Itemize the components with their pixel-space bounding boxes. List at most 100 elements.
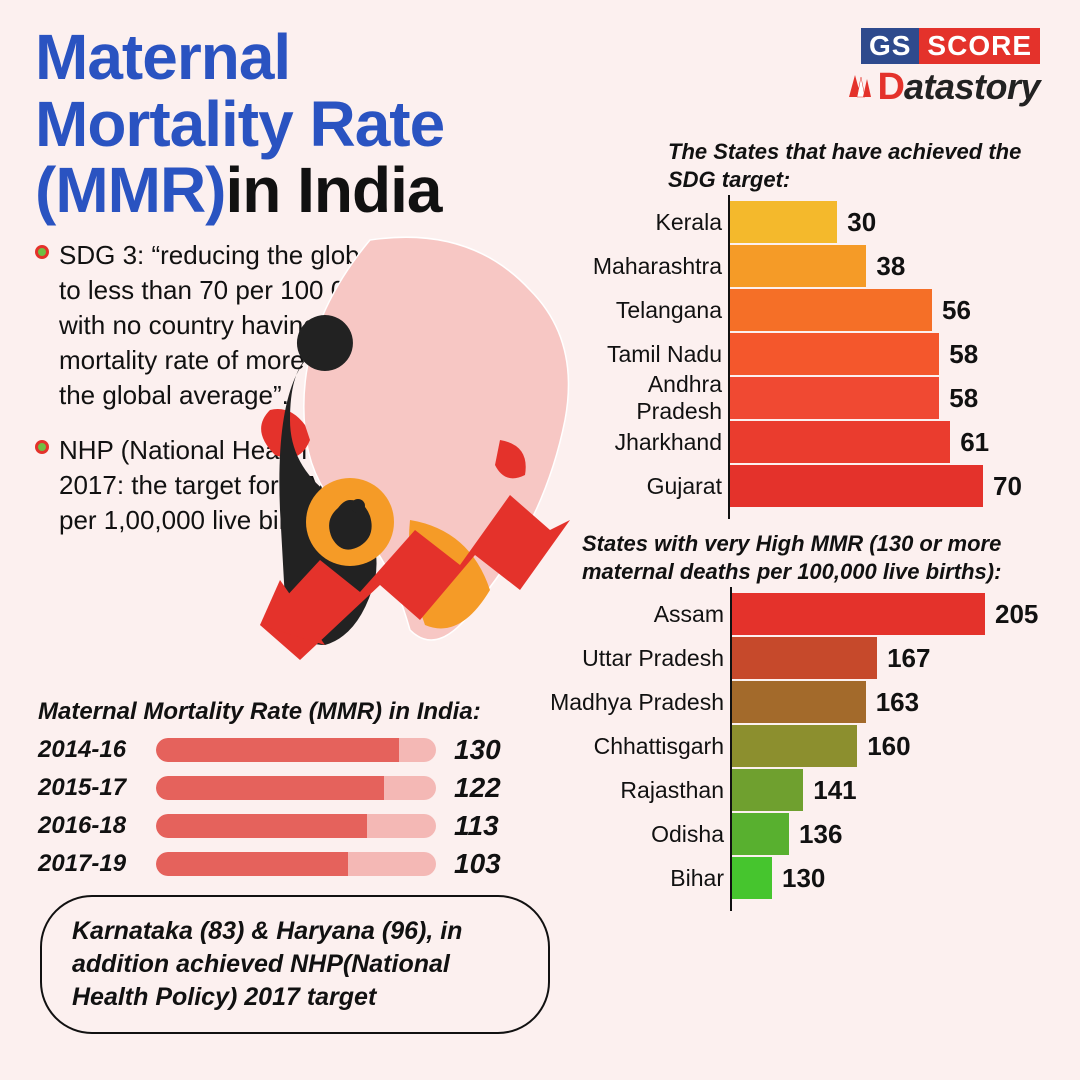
logo-gs: GS — [861, 28, 919, 64]
bar-fill — [728, 201, 837, 243]
bar-value: 163 — [866, 687, 919, 718]
high-mmr-title: States with very High MMR (130 or more m… — [582, 530, 1002, 585]
bar-value: 61 — [950, 427, 989, 458]
bar-value: 205 — [985, 599, 1038, 630]
bar-fill — [730, 769, 803, 811]
mmr-trend-rows: 2014-16 130 2015-17 122 2016-18 113 2017-19103 — [38, 734, 548, 880]
bar-row: Maharashtra 38 — [560, 245, 1040, 287]
bar-row: Andhra Pradesh58 — [560, 377, 1040, 419]
title-line-3-blue: (MMR) — [35, 154, 225, 226]
high-mmr-rows: Assam 205 Uttar Pradesh167 Madhya Pradesh 16… — [540, 593, 1040, 899]
trend-year: 2014-16 — [38, 736, 156, 764]
bar-row: Bihar 130 — [540, 857, 1040, 899]
bar-row: Rajasthan 141 — [540, 769, 1040, 811]
bar-label: Telangana — [560, 297, 728, 324]
trend-track — [156, 852, 436, 876]
trend-row: 2017-19103 — [38, 848, 548, 880]
mmr-trend-chart: Maternal Mortality Rate (MMR) in India: … — [38, 698, 548, 886]
trend-row: 2016-18 113 — [38, 810, 548, 842]
high-mmr-body: Assam 205 Uttar Pradesh167 Madhya Pradesh 16… — [540, 593, 1040, 899]
bar-label: Odisha — [540, 821, 730, 848]
axis-line — [730, 587, 732, 911]
bar-value: 130 — [772, 863, 825, 894]
trend-year: 2016-18 — [38, 812, 156, 840]
bar-row: Jharkhand 61 — [560, 421, 1040, 463]
bar-fill — [728, 245, 866, 287]
trend-fill — [156, 852, 348, 876]
bar-row: Telangana 56 — [560, 289, 1040, 331]
trend-track — [156, 776, 436, 800]
book-icon — [847, 73, 875, 99]
bar-fill — [730, 813, 789, 855]
bullet-icon — [35, 245, 49, 259]
logo-score: SCORE — [919, 28, 1040, 64]
bar-fill — [730, 725, 857, 767]
bar-value: 58 — [939, 339, 978, 370]
bar-row: Tamil Nadu 58 — [560, 333, 1040, 375]
trend-row: 2014-16 130 — [38, 734, 548, 766]
mmr-trend-title: Maternal Mortality Rate (MMR) in India: — [38, 698, 548, 726]
bar-label: Maharashtra — [560, 253, 728, 280]
title-line-3-black: in India — [225, 154, 441, 226]
bullet-text: NHP (National Health Policy) 2017: the t… — [59, 433, 455, 538]
bar-value: 167 — [877, 643, 930, 674]
bar-fill — [728, 465, 983, 507]
bar-label: Tamil Nadu — [560, 341, 728, 368]
bar-label: Madhya Pradesh — [540, 689, 730, 716]
trend-value: 130 — [436, 734, 516, 766]
bar-row: Madhya Pradesh 163 — [540, 681, 1040, 723]
bar-label: Rajasthan — [540, 777, 730, 804]
bullet-item: NHP (National Health Policy) 2017: the t… — [35, 433, 455, 538]
bar-label: Chhattisgarh — [540, 733, 730, 760]
bar-value: 56 — [932, 295, 971, 326]
trend-value: 113 — [436, 810, 516, 842]
bar-fill — [730, 593, 985, 635]
trend-year: 2015-17 — [38, 774, 156, 802]
bar-value: 38 — [866, 251, 905, 282]
bar-fill — [730, 681, 866, 723]
trend-fill — [156, 776, 384, 800]
bar-label: Assam — [540, 601, 730, 628]
bar-label: Jharkhand — [560, 429, 728, 456]
bar-fill — [728, 333, 939, 375]
bullet-item: SDG 3: “reducing the global MMR to less … — [35, 238, 455, 413]
axis-line — [728, 195, 730, 519]
trend-track — [156, 738, 436, 762]
bullet-list: SDG 3: “reducing the global MMR to less … — [35, 238, 455, 539]
bar-label: Kerala — [560, 209, 728, 236]
sdg-chart-body: Kerala 30 Maharashtra 38 Telangana 56 Tamil Na… — [560, 201, 1040, 507]
bar-row: Gujarat 70 — [560, 465, 1040, 507]
logo-d: D — [877, 66, 903, 109]
bar-value: 141 — [803, 775, 856, 806]
sdg-states-chart: The States that have achieved the SDG ta… — [560, 138, 1040, 509]
sdg-rows: Kerala 30 Maharashtra 38 Telangana 56 Tamil Na… — [560, 201, 1040, 507]
bar-row: Chhattisgarh 160 — [540, 725, 1040, 767]
logo: GS SCORE D atastory — [847, 28, 1040, 109]
bullet-icon — [35, 440, 49, 454]
trend-value: 103 — [436, 848, 516, 880]
bar-fill — [728, 377, 939, 419]
bullet-text: SDG 3: “reducing the global MMR to less … — [59, 238, 455, 413]
bar-value: 30 — [837, 207, 876, 238]
logo-atastory: atastory — [904, 66, 1040, 108]
sdg-chart-title: The States that have achieved the SDG ta… — [668, 138, 1028, 193]
bar-value: 160 — [857, 731, 910, 762]
trend-value: 122 — [436, 772, 516, 804]
bar-row: Kerala 30 — [560, 201, 1040, 243]
bar-fill — [728, 289, 932, 331]
note-text: Karnataka (83) & Haryana (96), in additi… — [72, 915, 518, 1014]
trend-track — [156, 814, 436, 838]
bar-label: Gujarat — [560, 473, 728, 500]
logo-bottom: D atastory — [847, 66, 1040, 109]
note-box: Karnataka (83) & Haryana (96), in additi… — [40, 895, 550, 1034]
bar-fill — [728, 421, 950, 463]
bar-value: 70 — [983, 471, 1022, 502]
bar-value: 58 — [939, 383, 978, 414]
trend-fill — [156, 738, 399, 762]
bar-fill — [730, 637, 877, 679]
trend-row: 2015-17 122 — [38, 772, 548, 804]
bar-row: Assam 205 — [540, 593, 1040, 635]
bar-row: Uttar Pradesh167 — [540, 637, 1040, 679]
bar-fill — [730, 857, 772, 899]
bar-label: Bihar — [540, 865, 730, 892]
